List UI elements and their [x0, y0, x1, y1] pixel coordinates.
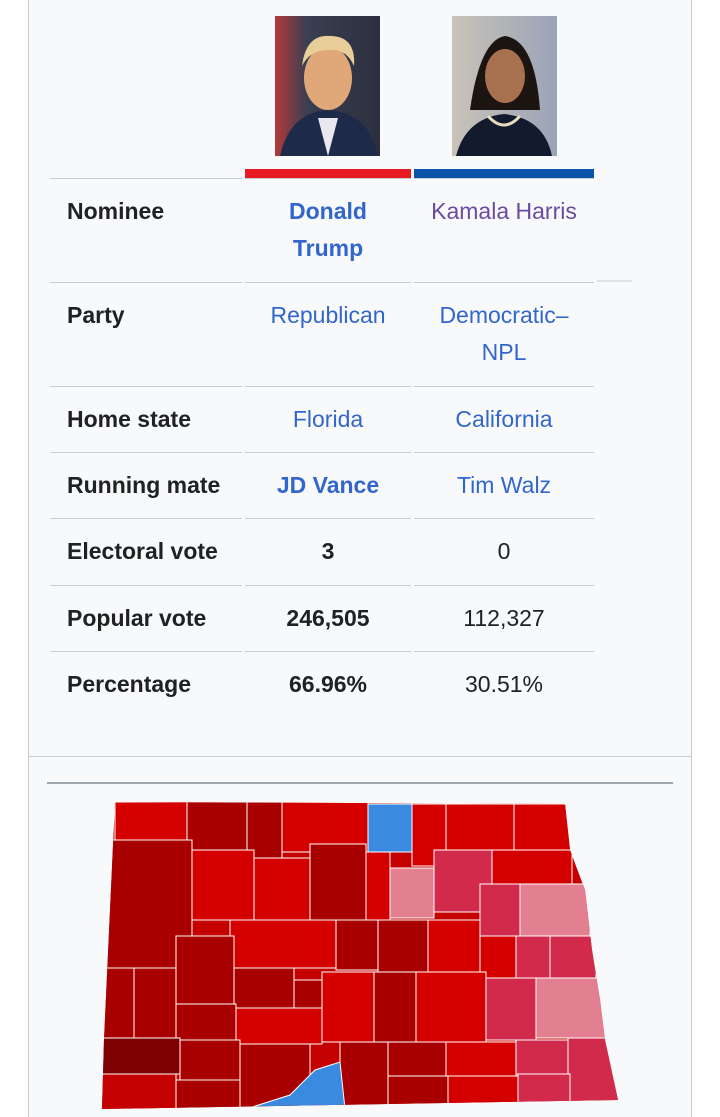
- table-cell: Electoral vote: [50, 518, 242, 585]
- cell-text: Electoral vote: [67, 538, 218, 564]
- table-cell: Popular vote: [50, 585, 242, 651]
- cell-text: 66.96%: [288, 671, 367, 697]
- cell-text: 246,505: [286, 605, 370, 631]
- trump-photo: [275, 16, 380, 156]
- table-cell: Donald Trump: [245, 178, 411, 282]
- cell-text[interactable]: Kamala Harris: [431, 198, 577, 224]
- table-cell: Percentage: [50, 651, 242, 717]
- republican-bar: [245, 169, 411, 178]
- cell-text: Popular vote: [67, 605, 207, 631]
- table-cell: Nominee: [50, 178, 242, 282]
- table-cell: 66.96%: [245, 651, 411, 717]
- table-cell: Running mate: [50, 452, 242, 518]
- table-cell: Tim Walz: [414, 452, 594, 518]
- cell-text: 3: [321, 538, 335, 564]
- table-cell: 30.51%: [414, 651, 594, 717]
- cell-text[interactable]: Donald Trump: [289, 198, 367, 261]
- table-cell: 246,505: [245, 585, 411, 651]
- table-cell: Republican: [245, 282, 411, 386]
- cell-text[interactable]: California: [455, 406, 553, 432]
- table-cell: Florida: [245, 386, 411, 452]
- table-cell: JD Vance: [245, 452, 411, 518]
- table-cell: Home state: [50, 386, 242, 452]
- cell-text[interactable]: Tim Walz: [456, 472, 552, 498]
- cell-text: 112,327: [463, 605, 545, 631]
- table-cell: Kamala Harris: [414, 178, 594, 282]
- table-cell: California: [414, 386, 594, 452]
- cell-text: 30.51%: [464, 671, 543, 697]
- cell-text: Party: [67, 302, 125, 328]
- cell-text[interactable]: JD Vance: [276, 472, 380, 498]
- county-map: [102, 802, 618, 1109]
- cell-text: Home state: [67, 406, 191, 432]
- cell-text: Percentage: [67, 671, 192, 697]
- harris-photo: [452, 16, 557, 156]
- cell-text: Nominee: [67, 198, 165, 224]
- table-cell: 112,327: [414, 585, 594, 651]
- cell-text[interactable]: Democratic–NPL: [439, 302, 569, 365]
- cell-text: Running mate: [67, 472, 221, 498]
- table-cell: Party: [50, 282, 242, 386]
- table-cell: Democratic–NPL: [414, 282, 594, 386]
- table-cell: 0: [414, 518, 594, 585]
- democratic-bar: [414, 169, 594, 178]
- cell-text: 0: [497, 538, 511, 564]
- cell-text[interactable]: Florida: [292, 406, 364, 432]
- cell-text[interactable]: Republican: [270, 302, 386, 328]
- table-cell: 3: [245, 518, 411, 585]
